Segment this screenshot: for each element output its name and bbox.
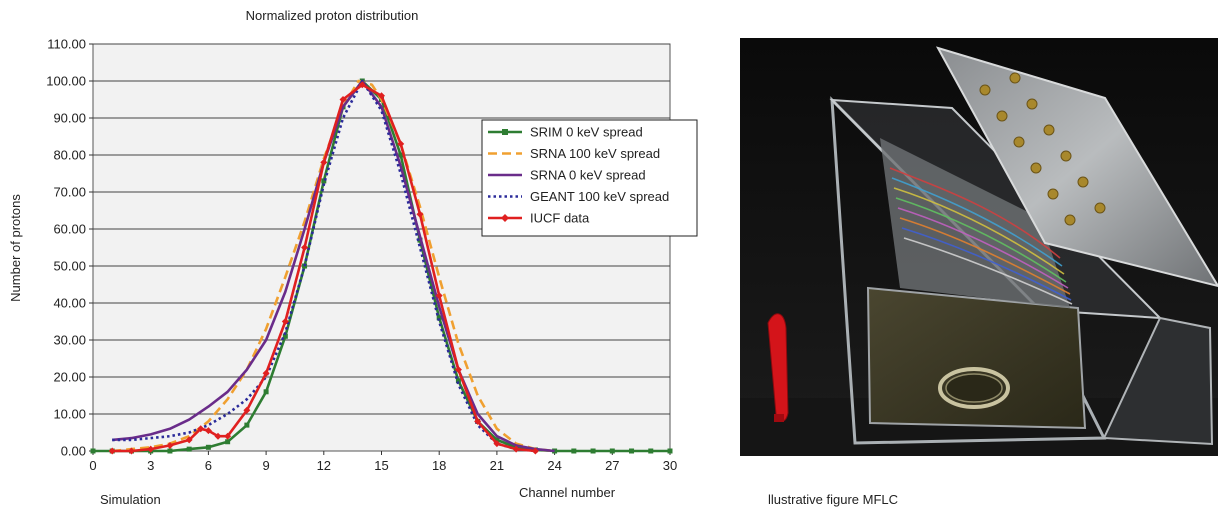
y-tick-label: 30.00 [53,333,86,348]
x-tick-label: 3 [147,458,154,473]
x-tick-label: 30 [663,458,677,473]
y-tick-label: 0.00 [61,444,86,459]
y-tick-label: 110.00 [47,37,86,52]
data-point [609,448,615,454]
data-point [648,448,654,454]
data-point [243,406,251,414]
y-axis-label: Number of protons [8,194,23,302]
data-point [197,425,205,433]
y-tick-label: 90.00 [53,111,86,126]
data-point [224,432,232,440]
data-point [244,422,250,428]
data-point [147,445,155,453]
data-point [204,427,212,435]
proton-distribution-chart: Normalized proton distribution 0.00 10.00… [8,8,698,500]
legend: SRIM 0 keV spread SRNA 100 keV spread SRNA… [481,119,698,237]
data-point [225,439,231,445]
illustrative-figure-caption: llustrative figure MFLC [768,492,899,507]
series-lines [90,78,673,455]
y-tick-label: 60.00 [53,222,86,237]
data-point [455,378,461,384]
data-point [436,315,442,321]
data-point [281,318,289,325]
data-point [416,210,424,218]
data-point [185,436,193,444]
series-line-geant-100-kev-spread [112,79,536,453]
data-point [474,417,482,425]
x-tick-label: 18 [432,458,446,473]
y-tick-label: 80.00 [53,148,86,163]
y-tick-label: 20.00 [53,370,86,385]
legend-label: SRNA 100 keV spread [530,146,660,161]
simulation-caption: Simulation [100,492,161,507]
data-point [320,158,328,166]
data-point [590,448,596,454]
x-tick-label: 24 [547,458,561,473]
mflc-detector-photo [740,38,1218,456]
x-tick-label: 0 [89,458,96,473]
x-tick-label: 12 [317,458,331,473]
legend-marker [502,129,508,135]
legend-label: SRNA 0 keV spread [530,168,646,183]
data-point [166,441,174,449]
data-point [378,92,385,100]
data-point [108,447,116,455]
y-tick-label: 100.00 [46,74,86,89]
data-point [435,292,443,300]
data-point [262,369,270,377]
y-tick-label: 50.00 [53,259,86,274]
data-point [167,448,173,454]
data-point [301,244,309,251]
x-tick-label: 9 [262,458,269,473]
x-axis-label: Channel number [519,485,616,500]
y-axis-ticks: 0.00 10.00 20.00 30.00 40.00 50.00 60.00 70.00 8… [46,37,93,459]
data-point [282,333,288,339]
data-point [454,366,462,374]
data-point [571,448,577,454]
data-point [494,437,500,443]
data-point [531,447,539,455]
data-point [214,432,222,440]
chart-title: Normalized proton distribution [246,8,419,23]
legend-label: SRIM 0 keV spread [530,125,643,140]
x-tick-label: 6 [205,458,212,473]
legend-marker [501,214,509,222]
data-point [397,140,405,148]
y-tick-label: 10.00 [53,407,86,422]
data-point [667,448,673,454]
x-tick-label: 21 [490,458,504,473]
x-axis-ticks: 0 3 6 9 12 15 18 21 24 27 30 [89,451,677,473]
x-tick-label: 27 [605,458,619,473]
data-point [263,389,269,395]
data-point [493,440,501,448]
y-tick-label: 70.00 [53,185,86,200]
data-point [512,445,520,453]
legend-label: IUCF data [530,211,590,226]
data-point [186,446,192,452]
data-point [358,81,366,89]
data-point [629,448,635,454]
series-line-srna-100-kev-spread [112,79,555,453]
legend-label: GEANT 100 keV spread [530,189,669,204]
data-point [127,447,135,455]
data-point [321,178,327,184]
data-point [205,444,211,450]
x-tick-label: 15 [374,458,388,473]
data-point [398,152,404,158]
y-tick-label: 40.00 [53,296,86,311]
data-point [339,96,347,103]
legend-box [481,119,698,237]
data-point [90,448,96,454]
